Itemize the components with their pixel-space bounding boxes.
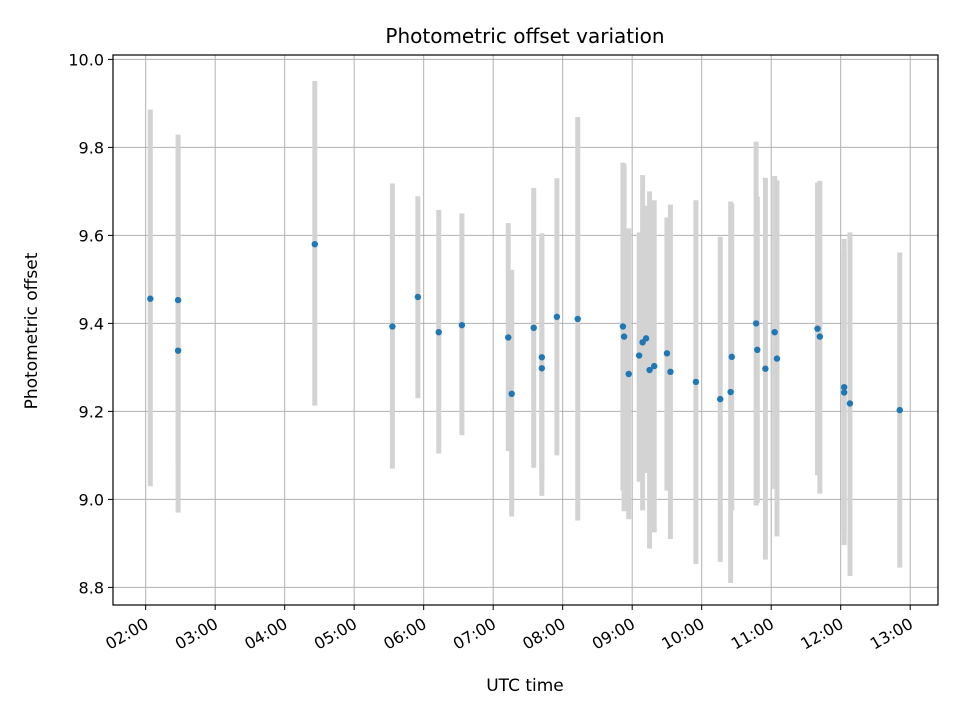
data-point <box>646 366 653 374</box>
data-point <box>771 329 778 336</box>
data-point <box>814 325 821 332</box>
data-point <box>752 320 760 327</box>
data-point <box>389 323 396 330</box>
data-point <box>174 347 182 354</box>
data-point <box>435 329 442 336</box>
data-point <box>754 346 761 353</box>
data-point <box>642 335 650 342</box>
y-tick-label: 9.0 <box>79 490 104 509</box>
y-tick-label: 9.8 <box>79 138 104 157</box>
data-point <box>717 395 724 403</box>
data-point <box>553 313 561 320</box>
data-point <box>625 370 632 378</box>
data-point <box>663 350 671 357</box>
data-point <box>505 334 512 341</box>
grid-lines <box>113 55 938 605</box>
data-point <box>174 296 182 304</box>
data-point <box>530 324 537 331</box>
data-point <box>538 365 546 372</box>
data-point <box>650 362 658 370</box>
data-point <box>311 241 318 248</box>
chart-title: Photometric offset variation <box>385 24 664 48</box>
y-tick-label: 10.0 <box>68 50 104 69</box>
data-points <box>147 241 903 414</box>
data-point <box>727 388 734 396</box>
data-point <box>414 293 422 301</box>
data-point <box>667 368 674 375</box>
data-point <box>896 406 903 414</box>
y-tick-label: 9.6 <box>79 226 104 245</box>
data-point <box>620 333 628 340</box>
y-axis-label: Photometric offset <box>22 252 42 409</box>
y-tick-label: 8.8 <box>79 578 104 597</box>
data-point <box>816 333 824 340</box>
y-tick-label: 9.2 <box>79 402 104 421</box>
y-axis-ticks: 8.8 9.0 9.2 9.4 9.6 9.8 10.0 <box>68 50 113 597</box>
data-point <box>692 378 700 386</box>
y-tick-label: 9.4 <box>79 314 104 333</box>
data-point <box>574 315 581 323</box>
x-axis-label: UTC time <box>486 676 564 696</box>
data-point <box>538 354 546 361</box>
data-point <box>762 365 769 372</box>
data-point <box>147 295 154 302</box>
data-point <box>773 355 781 362</box>
data-point <box>840 384 848 391</box>
plot-frame <box>112 54 939 606</box>
data-point <box>728 353 736 361</box>
data-point <box>846 400 854 407</box>
data-point <box>635 352 643 359</box>
data-point <box>840 389 848 396</box>
data-point <box>458 321 466 329</box>
data-point <box>619 323 627 330</box>
data-point <box>508 390 515 397</box>
